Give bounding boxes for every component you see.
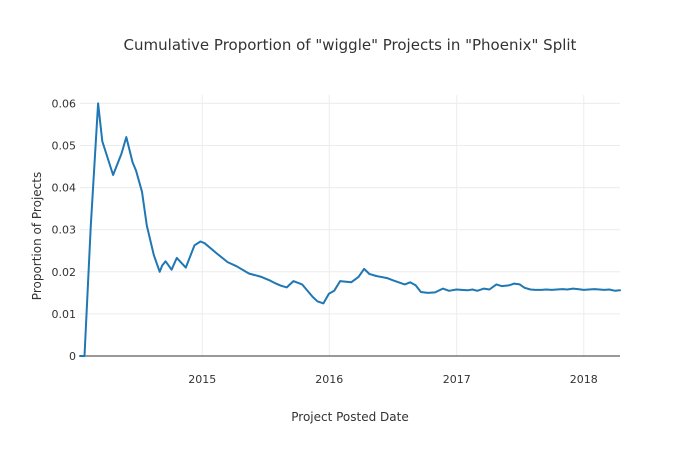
- y-tick-label: 0.05: [52, 140, 77, 153]
- series-layer: [79, 102, 621, 357]
- y-tick-label: 0.06: [52, 97, 77, 110]
- y-tick-label: 0.04: [52, 182, 77, 195]
- x-tick-label: 2016: [315, 373, 343, 386]
- x-tick-label: 2015: [188, 373, 216, 386]
- x-axis-title: Project Posted Date: [291, 410, 408, 424]
- x-tick-label: 2018: [570, 373, 598, 386]
- grid-layer: [80, 95, 620, 356]
- chart-title: Cumulative Proportion of "wiggle" Projec…: [124, 36, 577, 54]
- y-tick-label: 0: [69, 350, 76, 363]
- y-tick-label: 0.03: [52, 224, 77, 237]
- y-tick-label: 0.01: [52, 308, 77, 321]
- x-tick-label: 2017: [443, 373, 471, 386]
- series-line: [79, 102, 621, 357]
- y-axis-title: Proportion of Projects: [30, 172, 44, 300]
- axis-layer: 0 0.01 0.02 0.03 0.04 0.05 0.06 2015 2016 2017 201…: [52, 97, 620, 386]
- y-tick-label: 0.02: [52, 266, 77, 279]
